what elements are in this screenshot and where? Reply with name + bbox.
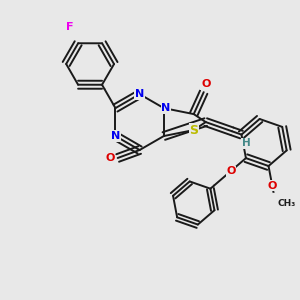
Text: CH₃: CH₃ [278,199,296,208]
Text: O: O [201,79,210,89]
Text: O: O [268,181,277,190]
Text: S: S [189,124,198,136]
Text: N: N [135,89,144,99]
Text: H: H [242,138,250,148]
Text: N: N [111,131,120,141]
Text: O: O [105,153,114,163]
Text: F: F [67,22,74,32]
Text: O: O [226,166,236,176]
Text: N: N [161,103,170,113]
